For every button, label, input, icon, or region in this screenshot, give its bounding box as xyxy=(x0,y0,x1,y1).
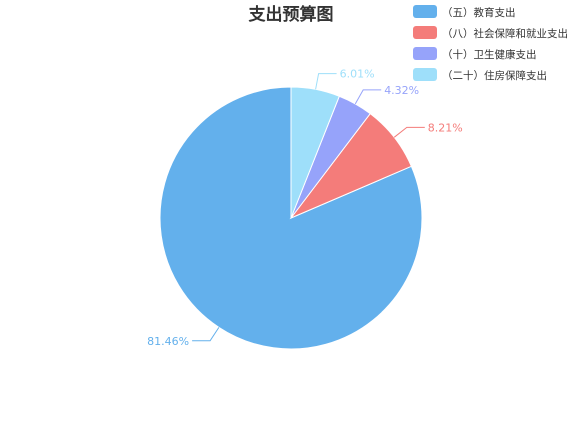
leader-line-2 xyxy=(354,89,382,105)
legend-swatch-3[interactable] xyxy=(413,68,437,81)
legend-swatch-2[interactable] xyxy=(413,47,437,60)
slice-value-label-0: 81.46% xyxy=(147,335,189,348)
legend-swatch-1[interactable] xyxy=(413,26,437,39)
slice-value-label-3: 6.01% xyxy=(340,68,375,81)
slice-value-labels: 81.46% 8.21% 4.32% 6.01% xyxy=(147,68,463,348)
leader-line-0 xyxy=(192,327,220,342)
legend-label-2[interactable]: （十）卫生健康支出 xyxy=(442,48,537,61)
pie-slice-3[interactable] xyxy=(290,86,340,219)
legend-label-1[interactable]: （八）社会保障和就业支出 xyxy=(442,27,568,40)
slice-value-label-2: 4.32% xyxy=(384,84,419,97)
slice-leader-lines xyxy=(192,73,425,342)
chart-title: 支出预算图 xyxy=(249,4,334,25)
legend-label-0[interactable]: （五）教育支出 xyxy=(442,6,516,19)
legend: （五）教育支出 （八）社会保障和就业支出 （十）卫生健康支出 （二十）住房保障支出 xyxy=(413,5,568,82)
leader-line-1 xyxy=(393,126,425,138)
pie-slices xyxy=(159,86,423,350)
legend-label-3[interactable]: （二十）住房保障支出 xyxy=(442,69,547,82)
legend-swatch-0[interactable] xyxy=(413,5,437,18)
slice-value-label-1: 8.21% xyxy=(428,121,463,134)
leader-line-3 xyxy=(315,73,337,90)
